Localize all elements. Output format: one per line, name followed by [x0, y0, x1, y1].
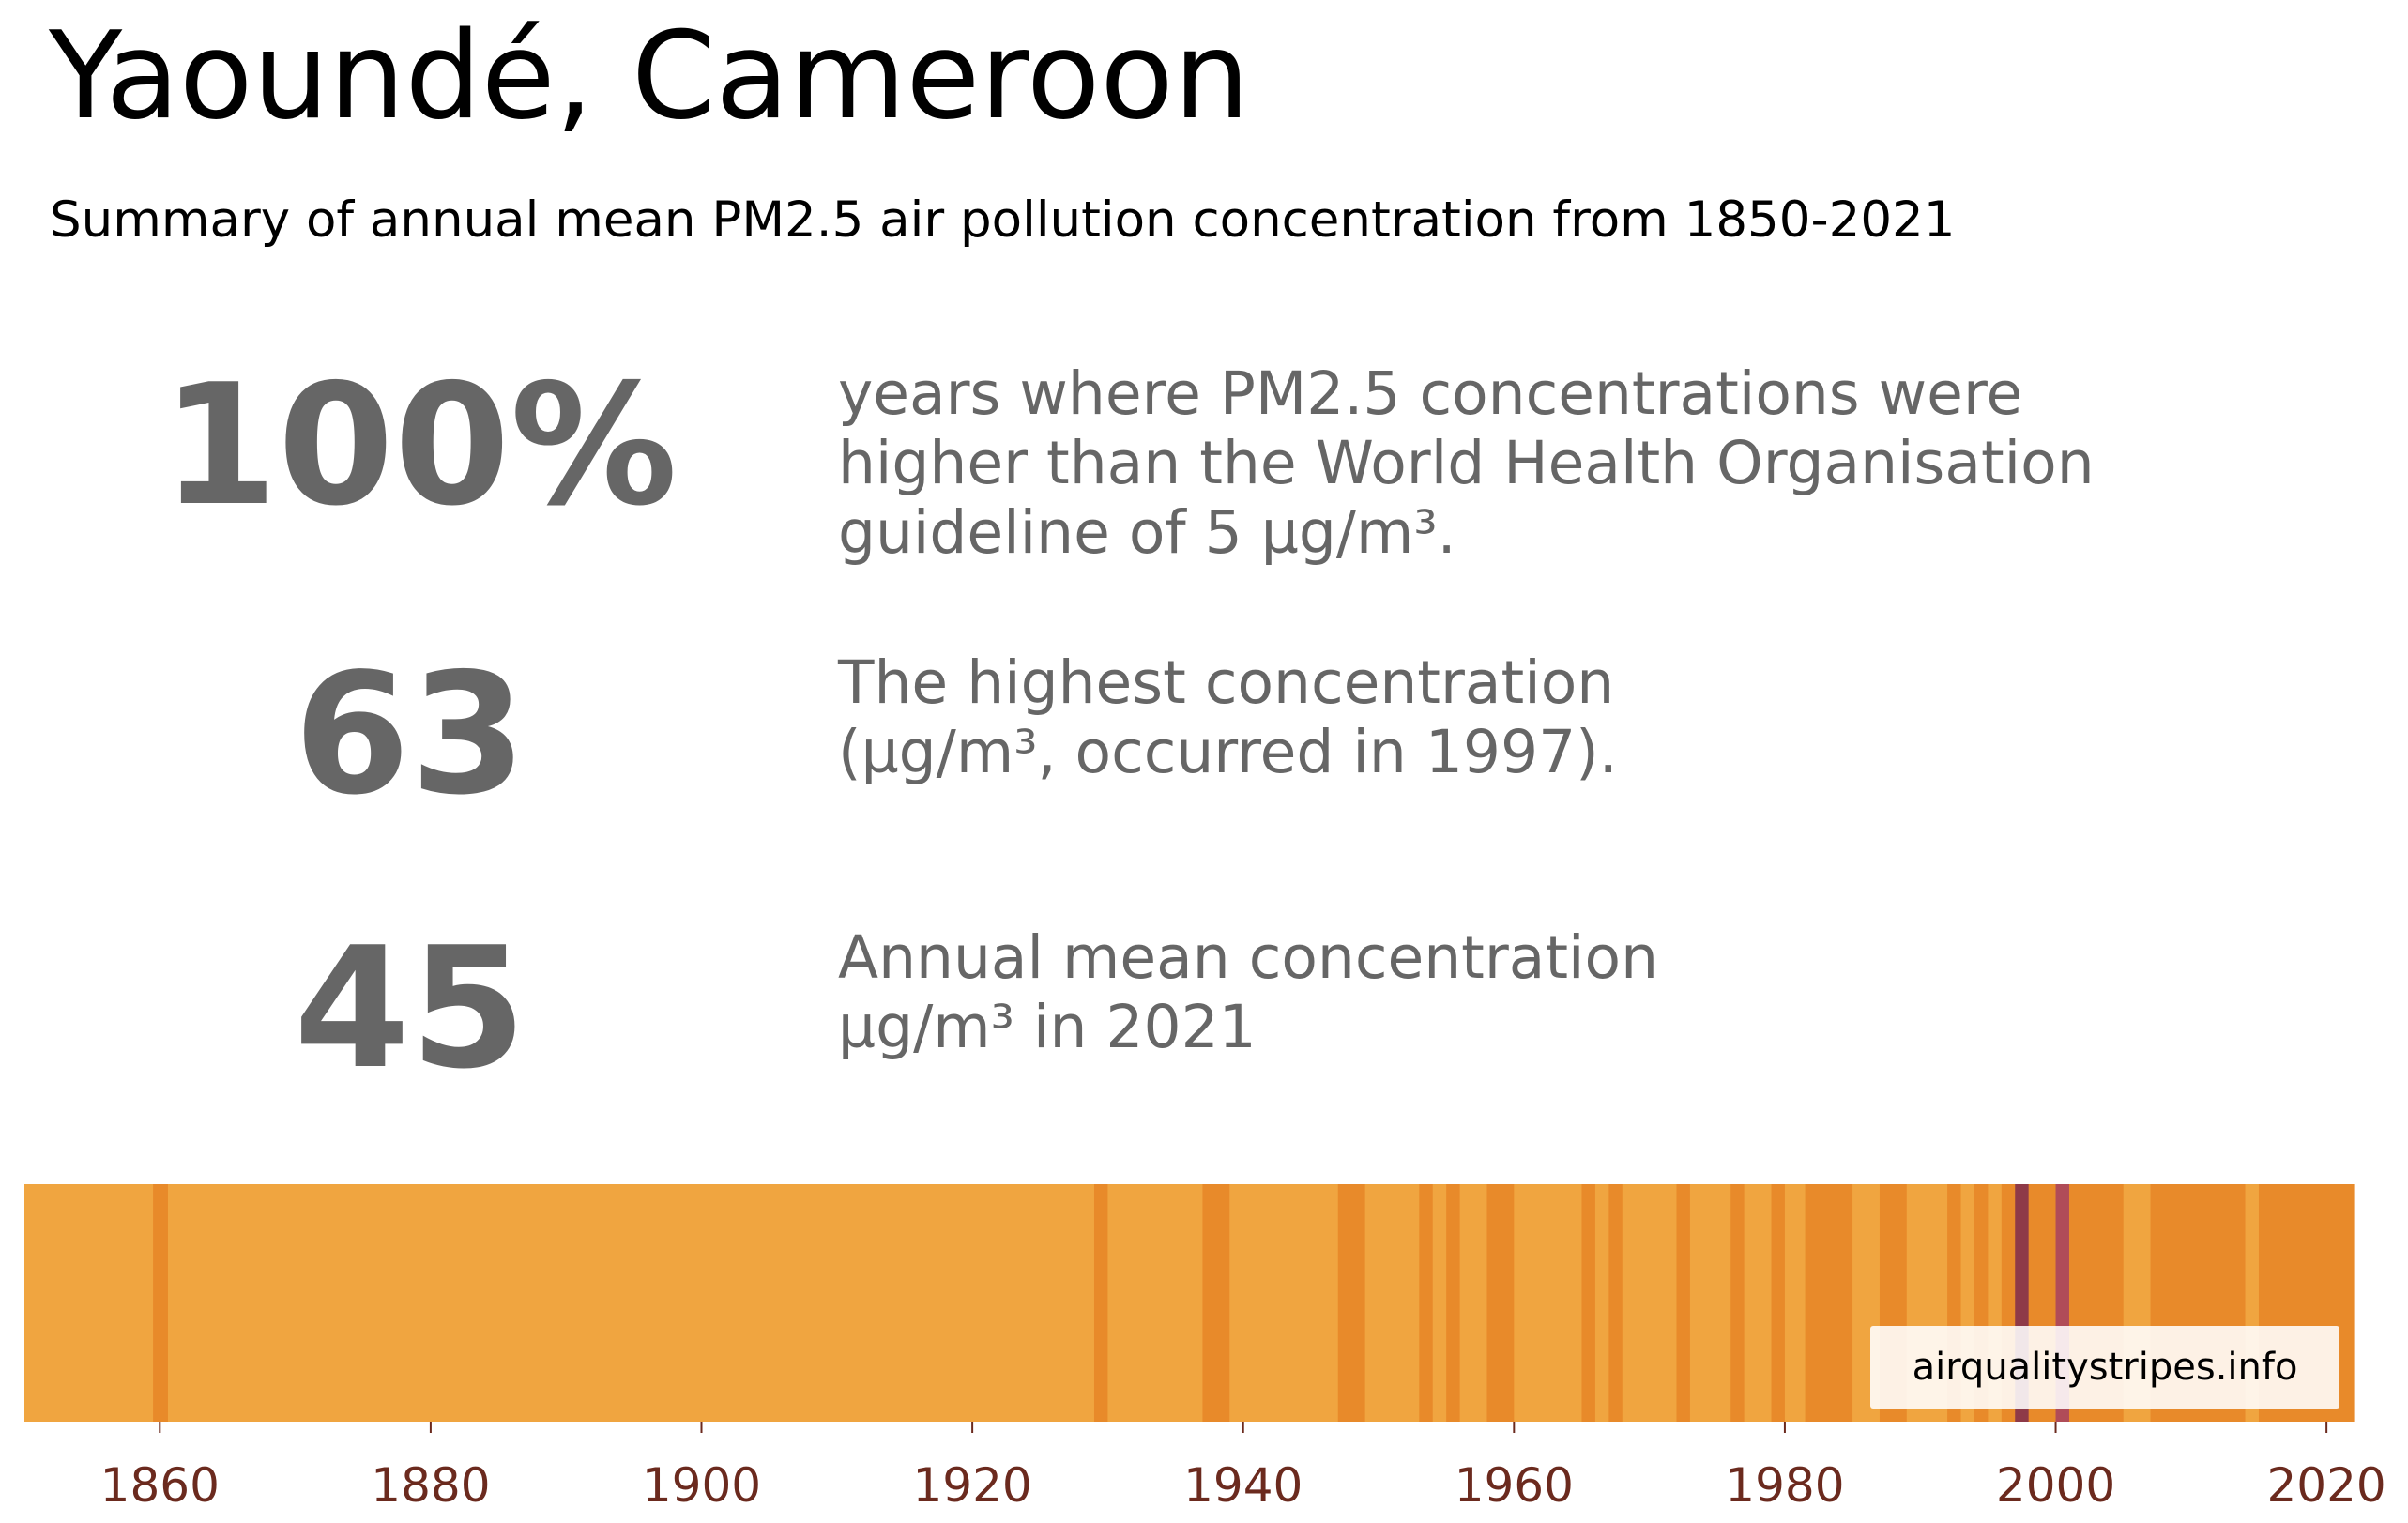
stripe-16	[1594, 1184, 1609, 1422]
stat-desc-years-above-guideline: years where PM2.5 concentrations were hi…	[838, 359, 2095, 568]
stat-value-annual-mean: 45	[294, 911, 526, 1105]
stripe-4	[1107, 1184, 1204, 1422]
stat-desc-line: Annual mean concentration	[838, 923, 1659, 992]
stat-value-years-above-guideline: 100%	[161, 348, 678, 542]
x-tick-label: 1920	[912, 1458, 1031, 1513]
x-tick-label: 1940	[1183, 1458, 1303, 1513]
stripe-17	[1608, 1184, 1623, 1422]
x-tick-label: 1860	[100, 1458, 220, 1513]
page-title: Yaoundé, Cameroon	[49, 7, 1250, 146]
stripe-1	[153, 1184, 169, 1422]
watermark-label: airqualitystripes.info	[1870, 1326, 2339, 1409]
stat-desc-line: (µg/m³, occurred in 1997).	[838, 718, 1618, 786]
stripe-6	[1229, 1184, 1339, 1422]
stripe-14	[1514, 1184, 1583, 1422]
x-tick-label: 1900	[642, 1458, 761, 1513]
stat-desc-line: higher than the World Health Organisatio…	[838, 429, 2095, 497]
stat-value-highest-concentration: 63	[294, 637, 526, 831]
stripe-19	[1676, 1184, 1691, 1422]
stripe-11	[1446, 1184, 1461, 1422]
stripe-23	[1771, 1184, 1786, 1422]
stripe-9	[1419, 1184, 1434, 1422]
stat-desc-line: The highest concentration	[838, 648, 1615, 717]
stat-desc-highest-concentration: The highest concentration (µg/m³, occurr…	[838, 648, 1618, 787]
stripe-5	[1202, 1184, 1230, 1422]
stat-desc-line: guideline of 5 µg/m³.	[838, 498, 1456, 567]
stat-desc-line: years where PM2.5 concentrations were	[838, 359, 2023, 428]
stripe-2	[167, 1184, 1095, 1422]
stripe-24	[1784, 1184, 1806, 1422]
stripe-21	[1730, 1184, 1745, 1422]
stripe-20	[1689, 1184, 1731, 1422]
stripe-3	[1093, 1184, 1109, 1422]
x-tick-label: 1880	[371, 1458, 490, 1513]
x-tick-label: 2020	[2267, 1458, 2386, 1513]
x-tick-label: 1960	[1455, 1458, 1574, 1513]
stripe-13	[1486, 1184, 1515, 1422]
page-subtitle: Summary of annual mean PM2.5 air polluti…	[50, 191, 1956, 249]
stripe-10	[1432, 1184, 1447, 1422]
stripe-25	[1805, 1184, 1853, 1422]
stat-desc-line: µg/m³ in 2021	[838, 993, 1257, 1061]
x-tick-label: 1980	[1725, 1458, 1844, 1513]
stripe-22	[1744, 1184, 1773, 1422]
stripe-0	[24, 1184, 154, 1422]
x-tick-label: 2000	[1996, 1458, 2115, 1513]
stripes-group	[24, 1184, 2355, 1422]
stripe-18	[1622, 1184, 1678, 1422]
x-axis-ticks: 1860 1880 1900 1920 1940 1960 1980 2000 2020	[100, 1422, 2386, 1513]
stripe-12	[1459, 1184, 1488, 1422]
stripe-8	[1364, 1184, 1420, 1422]
stripe-15	[1581, 1184, 1596, 1422]
stat-desc-annual-mean: Annual mean concentration µg/m³ in 2021	[838, 923, 1658, 1062]
stripe-7	[1337, 1184, 1366, 1422]
